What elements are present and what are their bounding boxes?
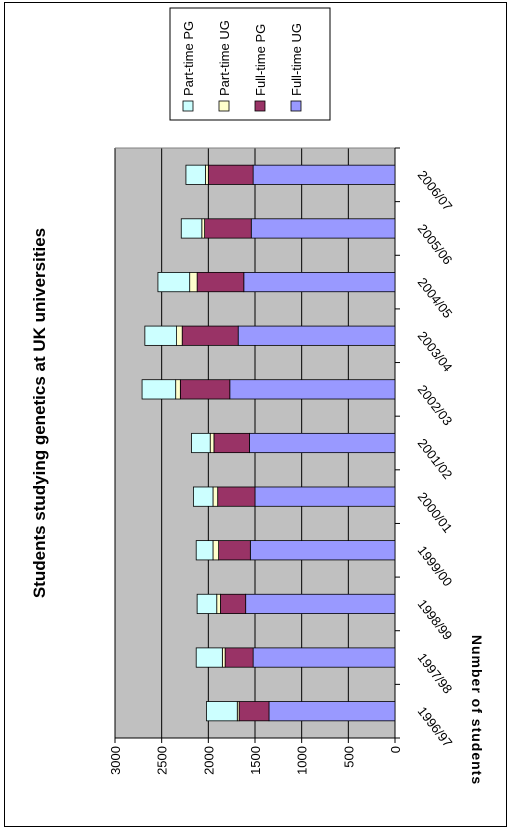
bar-segment [141,379,177,400]
bar-segment [268,701,396,722]
x-tick-label: 2005/06 [415,221,456,267]
bar-segment [176,325,183,346]
bar-segment [205,164,209,185]
legend-label: Full-time UG [289,23,304,96]
bar-segment [218,540,251,561]
chart-title: Students studying genetics at UK univers… [30,228,49,598]
bar-segment [213,432,250,454]
y-tick-label: 500 [341,746,356,768]
bar-segment [250,218,396,239]
bar-segment [192,486,214,507]
bar-segment [238,701,270,722]
bar-segment [185,164,206,185]
x-tick-label: 2000/01 [415,489,456,535]
bar-segment [237,325,396,346]
bar-segment [221,647,226,668]
bar-segment [217,486,256,507]
bar-segment [181,325,239,346]
bar-segment [175,379,181,400]
x-tick-label: 1997/98 [415,650,456,696]
bar-segment [191,432,211,454]
bar-segment [206,701,238,722]
bar-segment [254,486,396,507]
x-tick-label: 2001/02 [415,436,456,482]
bar-segment [196,593,218,614]
legend-swatch [290,100,302,112]
x-tick-label: 2002/03 [415,382,456,428]
legend-box [169,7,331,121]
bar-segment [179,379,231,400]
y-tick-label: 1000 [295,746,310,775]
legend-swatch [218,100,230,112]
legend-label: Full-time PG [253,24,268,96]
bar-segment [195,540,214,561]
y-tick-label: 2500 [155,746,170,775]
bar-segment [229,379,396,400]
y-tick-label: 0 [388,746,403,753]
legend-swatch [254,100,266,112]
x-tick-label: 2006/07 [415,167,456,213]
x-tick-label: 1999/00 [415,543,456,589]
legend-label: Part-time PG [181,21,196,96]
bar-segment [252,647,396,668]
bar-segment [212,540,219,561]
bar-segment [180,218,203,239]
bar-segment [189,272,198,293]
bar-segment [245,593,396,614]
bar-segment [220,593,247,614]
bar-segment [212,486,219,507]
bar-segment [201,218,206,239]
y-axis-label: Number of students [469,635,485,785]
y-tick-label: 1500 [248,746,263,775]
bar-segment [249,540,396,561]
x-tick-label: 2004/05 [415,275,456,321]
y-tick-label: 3000 [108,746,123,775]
bar-segment [204,218,252,239]
legend-swatch [182,100,194,112]
y-tick-label: 2000 [201,746,216,775]
bar-segment [248,432,396,454]
x-tick-label: 1996/97 [415,704,456,750]
x-tick-label: 2003/04 [415,328,456,374]
legend-label: Part-time UG [217,20,232,96]
bar-segment [252,164,396,185]
bar-segment [216,593,221,614]
bar-segment [224,647,254,668]
bar-segment [243,272,396,293]
x-tick-label: 1998/99 [415,597,456,643]
bar-segment [196,272,245,293]
bar-segment [195,647,223,668]
bar-segment [144,325,178,346]
bar-segment [157,272,191,293]
bar-segment [207,164,254,185]
bar-segment [209,432,215,454]
